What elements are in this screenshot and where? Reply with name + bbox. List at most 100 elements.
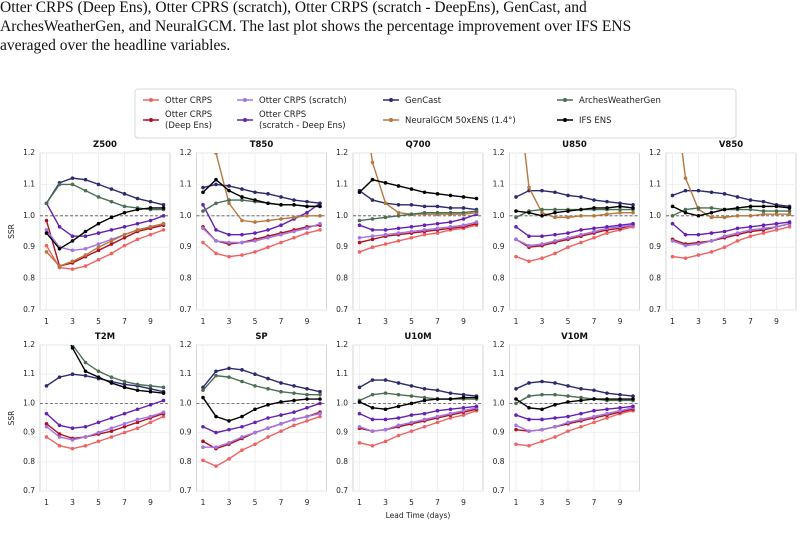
y-tick-label: 1.0 [493, 211, 505, 220]
data-point [435, 192, 440, 196]
data-point [448, 193, 453, 198]
data-point [592, 226, 596, 231]
legend-marker [563, 98, 567, 102]
plot-content [40, 176, 170, 271]
panel-title: U850 [562, 140, 587, 150]
y-axis-label: SSR [7, 411, 16, 426]
series-line [359, 405, 477, 421]
series-line [202, 222, 321, 244]
data-point [474, 196, 479, 201]
data-point [592, 388, 596, 393]
data-point [409, 187, 414, 191]
data-point [161, 228, 166, 232]
data-point [396, 239, 401, 243]
data-point [240, 240, 244, 245]
data-point [240, 253, 244, 257]
x-tick-label: 1 [44, 317, 49, 326]
data-point [448, 220, 453, 224]
data-point [696, 242, 701, 246]
data-point [161, 206, 166, 210]
data-point [605, 407, 609, 412]
data-point [305, 226, 309, 231]
legend-marker [149, 98, 153, 102]
legend-label: GenCast [405, 96, 442, 106]
data-point [761, 199, 766, 204]
data-point [527, 234, 531, 239]
data-point [670, 254, 675, 259]
data-point [774, 228, 779, 232]
series-line [45, 202, 164, 237]
data-point [214, 228, 218, 232]
x-tick-label: 7 [592, 498, 597, 507]
data-point [253, 231, 257, 235]
data-point [57, 435, 62, 439]
data-point [70, 438, 75, 442]
data-point [109, 251, 114, 256]
data-point [214, 177, 218, 182]
data-point [135, 207, 140, 212]
data-point [70, 426, 75, 431]
data-point [618, 204, 622, 209]
data-point [240, 232, 244, 237]
x-tick-label: 1 [201, 498, 206, 507]
data-point [292, 229, 296, 234]
data-point [240, 379, 244, 384]
series-line [359, 407, 477, 432]
data-point [748, 224, 753, 229]
data-point [201, 458, 205, 463]
data-point [318, 389, 322, 394]
data-point [266, 201, 270, 206]
data-point [70, 182, 75, 187]
data-point [383, 201, 388, 206]
data-point [396, 226, 401, 231]
x-tick-label: 7 [748, 317, 753, 326]
data-point [683, 188, 688, 193]
data-point [292, 203, 296, 207]
y-tick-label: 0.8 [23, 457, 35, 466]
data-point [527, 394, 531, 398]
y-tick-label: 1.0 [180, 398, 192, 407]
data-point [135, 407, 140, 412]
data-point [148, 403, 153, 407]
data-point [722, 192, 727, 196]
data-point [292, 417, 296, 422]
data-point [240, 187, 244, 191]
data-point [448, 397, 453, 401]
data-point [618, 201, 622, 206]
data-point [579, 395, 583, 400]
y-tick-label: 0.7 [23, 305, 35, 314]
data-point [279, 223, 283, 228]
data-point [448, 391, 453, 395]
data-point [318, 221, 322, 226]
series-line [45, 220, 164, 267]
data-point [696, 206, 701, 210]
data-point [96, 257, 101, 262]
data-point [70, 267, 75, 271]
data-point [605, 391, 609, 395]
data-point [787, 220, 792, 224]
data-point [383, 417, 388, 422]
data-point [566, 414, 570, 419]
data-point [201, 445, 205, 450]
data-point [279, 232, 283, 237]
data-point [605, 416, 609, 420]
data-point [709, 206, 714, 210]
data-point [579, 214, 583, 218]
data-point [670, 214, 675, 218]
data-point [696, 253, 701, 257]
series-line [672, 189, 790, 208]
data-point [514, 73, 518, 77]
data-point [774, 209, 779, 213]
data-point [748, 198, 753, 202]
data-point [592, 206, 596, 210]
legend-label: Otter CRPS [165, 96, 212, 106]
data-point [709, 210, 714, 215]
data-point [709, 215, 714, 220]
data-point [279, 422, 283, 426]
data-point [514, 427, 518, 432]
legend-label: Otter CRPS (scratch - Deep Ens) [259, 110, 346, 131]
data-point [448, 206, 453, 210]
data-point [618, 408, 622, 413]
data-point [761, 204, 766, 209]
data-point [409, 394, 414, 398]
